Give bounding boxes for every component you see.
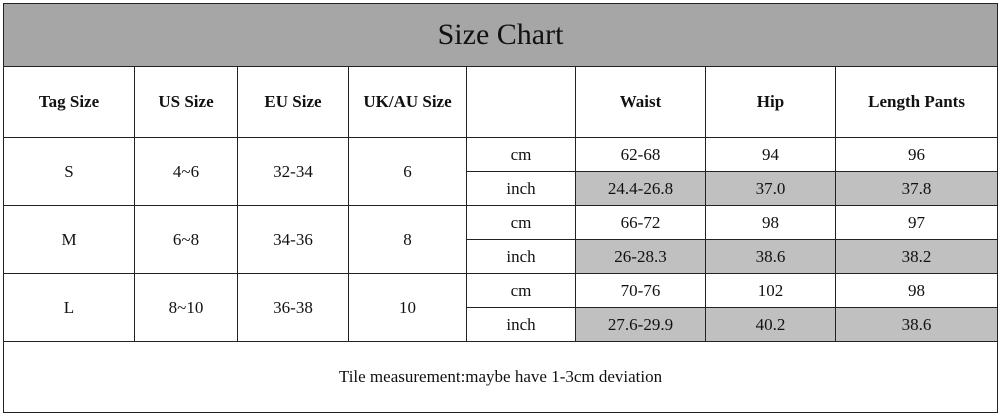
measure-cell: 37.8 [834, 171, 999, 206]
size-cell: 6 [348, 137, 467, 206]
header-cell [466, 66, 576, 138]
measure-cell: 27.6-29.9 [575, 307, 706, 342]
unit-cell: inch [466, 239, 576, 274]
measure-cell: 102 [705, 273, 836, 308]
measure-cell: 70-76 [575, 273, 706, 308]
unit-cell: cm [466, 137, 576, 172]
unit-cell: cm [466, 273, 576, 308]
measure-cell: 62-68 [575, 137, 706, 172]
size-cell: S [3, 137, 135, 206]
measure-cell: 97 [834, 205, 999, 240]
note: Tile measurement:maybe have 1-3cm deviat… [2, 341, 999, 413]
header-cell: Waist [575, 66, 706, 138]
measure-cell: 38.6 [834, 307, 999, 342]
size-cell: 8 [348, 205, 467, 274]
size-cell: 4~6 [134, 137, 238, 206]
unit-cell: cm [466, 205, 576, 240]
size-row: S 4~6 32-34 6 cm 62-68 94 96 [3, 137, 999, 206]
header-cell: Length Pants [834, 66, 999, 138]
header-cell: UK/AU Size [348, 66, 467, 138]
size-cell: 6~8 [134, 205, 238, 274]
measure-cell: 38.2 [834, 239, 999, 274]
size-row: L 8~10 36-38 10 cm 70-76 102 98 [3, 273, 999, 342]
measure-cell: 98 [834, 273, 999, 308]
title-row: Size Chart [2, 3, 999, 67]
header-cell: Tag Size [3, 66, 135, 138]
size-row: M 6~8 34-36 8 cm 66-72 98 97 [3, 205, 999, 274]
size-cell: 34-36 [237, 205, 349, 274]
measure-cell: 94 [705, 137, 836, 172]
unit-cell: inch [466, 307, 576, 342]
header-row: Tag Size US Size EU Size UK/AU Size Waist Hip… [3, 66, 999, 138]
measure-cell: 38.6 [705, 239, 836, 274]
measure-cell: 96 [834, 137, 999, 172]
size-row: inch 27.6-29.9 40.2 38.6 [4, 307, 999, 342]
header-cell: EU Size [237, 66, 349, 138]
size-chart: Size Chart Tag Size US Size EU Size UK/AU Si… [2, 3, 999, 413]
size-cell: 36-38 [237, 273, 349, 342]
measure-cell: 98 [705, 205, 836, 240]
unit-cell: inch [466, 171, 576, 206]
size-row: inch 24.4-26.8 37.0 37.8 [4, 171, 999, 206]
measure-cell: 24.4-26.8 [575, 171, 706, 206]
size-cell: 10 [348, 273, 467, 342]
size-cell: 32-34 [237, 137, 349, 206]
measure-cell: 26-28.3 [575, 239, 706, 274]
header-cell: US Size [134, 66, 238, 138]
measure-cell: 37.0 [705, 171, 836, 206]
size-table: Size Chart Tag Size US Size EU Size UK/AU Si… [2, 3, 999, 413]
size-cell: 8~10 [134, 273, 238, 342]
header-cell: Hip [705, 66, 836, 138]
note-row: Tile measurement:maybe have 1-3cm deviat… [2, 341, 999, 413]
size-cell: L [3, 273, 135, 342]
measure-cell: 40.2 [705, 307, 836, 342]
size-cell: M [3, 205, 135, 274]
size-row: inch 26-28.3 38.6 38.2 [4, 239, 999, 274]
table-title: Size Chart [2, 3, 999, 67]
measure-cell: 66-72 [575, 205, 706, 240]
